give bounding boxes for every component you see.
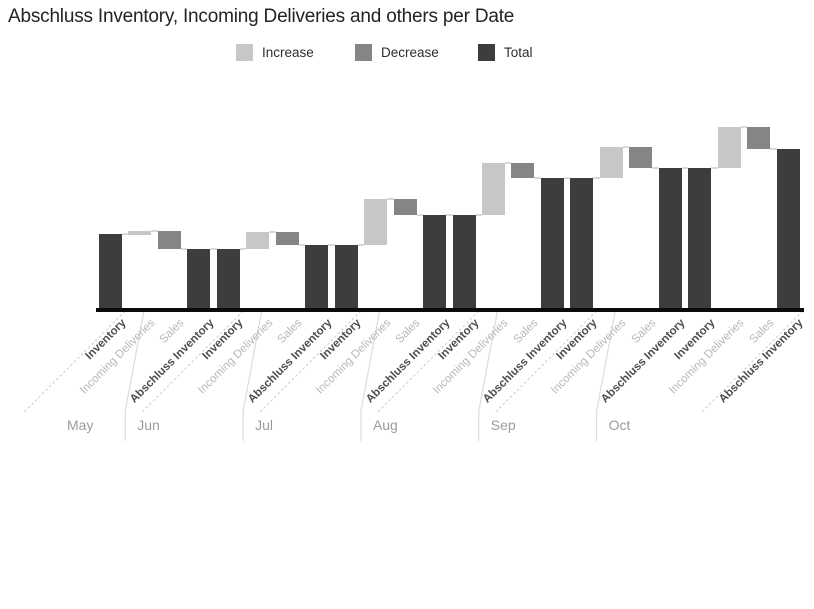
legend-item-total[interactable]: Total (478, 44, 533, 61)
connector-line (328, 244, 335, 246)
legend-label-increase: Increase (262, 45, 314, 60)
chart-area: Inventory Incoming Deliveries Sales Abschlu… (22, 126, 806, 441)
connector-line (652, 167, 659, 169)
legend-swatch-increase (236, 44, 253, 61)
bar-7-abschluss-inventory[interactable] (305, 245, 329, 308)
month-divider-dashed-line (140, 310, 244, 414)
bar-18-sales[interactable] (629, 147, 653, 168)
connector-line (504, 162, 512, 164)
month-divider-dashed-line-end (700, 310, 804, 414)
connector-line (239, 248, 247, 250)
bar-1-incoming-deliveries[interactable] (128, 231, 152, 235)
connector-line (475, 214, 482, 216)
bar-14-sales[interactable] (511, 163, 535, 178)
month-divider-slant (360, 308, 381, 412)
connector-line (416, 214, 424, 216)
connector-line (298, 244, 306, 246)
page-title: Abschluss Inventory, Incoming Deliveries… (8, 6, 515, 27)
legend-item-decrease[interactable]: Decrease (355, 44, 439, 61)
month-divider-dashed-line (22, 310, 126, 414)
bar-12-inventory[interactable] (452, 215, 476, 308)
month-divider-dashed-line (258, 310, 362, 414)
bar-2-sales[interactable] (157, 231, 181, 249)
legend-label-decrease: Decrease (381, 45, 439, 60)
legend-item-increase[interactable]: Increase (236, 44, 314, 61)
connector-line (387, 198, 394, 200)
bar-15-abschluss-inventory[interactable] (540, 178, 564, 308)
connector-line (563, 177, 571, 179)
x-axis-line (96, 308, 804, 312)
bar-5-incoming-deliveries[interactable] (246, 232, 270, 249)
bar-6-sales[interactable] (275, 232, 299, 245)
connector-line (180, 248, 188, 250)
connector-line (681, 167, 689, 169)
connector-line (210, 248, 217, 250)
connector-line (711, 167, 718, 169)
legend-label-total: Total (504, 45, 533, 60)
connector-line (593, 177, 600, 179)
connector-line (151, 230, 158, 232)
connector-line (622, 146, 630, 148)
connector-line (534, 177, 541, 179)
month-divider-slant (596, 308, 617, 412)
legend-swatch-decrease (355, 44, 372, 61)
month-divider-slant (242, 308, 263, 412)
month-divider-slant (478, 308, 499, 412)
bar-10-sales[interactable] (393, 199, 417, 215)
bar-17-incoming-deliveries[interactable] (599, 147, 623, 178)
month-label-sep: Sep (490, 417, 516, 433)
month-label-may: May (67, 417, 94, 433)
bar-19-abschluss-inventory[interactable] (658, 168, 682, 308)
bar-13-incoming-deliveries[interactable] (481, 163, 505, 215)
connector-line (122, 233, 129, 235)
month-divider-svg (22, 308, 804, 441)
month-label-jun: Jun (137, 417, 160, 433)
month-label-oct: Oct (608, 417, 631, 433)
bar-21-incoming-deliveries[interactable] (717, 127, 741, 168)
legend-swatch-total (478, 44, 495, 61)
month-label-aug: Aug (372, 417, 398, 433)
connector-line (269, 231, 276, 233)
connector-line (770, 148, 777, 150)
bar-23-abschluss-inventory[interactable] (776, 149, 800, 308)
connector-line (740, 126, 748, 128)
month-divider-dashed-line (376, 310, 480, 414)
bar-8-inventory[interactable] (334, 245, 358, 308)
legend: Increase Decrease Total (0, 0, 814, 70)
bar-9-incoming-deliveries[interactable] (364, 199, 388, 245)
bar-11-abschluss-inventory[interactable] (423, 215, 447, 308)
month-divider-slant (124, 308, 145, 412)
bar-20-inventory[interactable] (688, 168, 712, 308)
month-divider-dashed-line (494, 310, 598, 414)
connector-line (357, 244, 365, 246)
bar-16-inventory[interactable] (570, 178, 594, 308)
bar-3-abschluss-inventory[interactable] (187, 249, 211, 308)
bar-22-sales[interactable] (747, 127, 771, 149)
bar-0-inventory[interactable] (99, 234, 122, 308)
bar-4-inventory[interactable] (216, 249, 240, 308)
connector-line (446, 214, 453, 216)
month-label-jul: Jul (255, 417, 273, 433)
